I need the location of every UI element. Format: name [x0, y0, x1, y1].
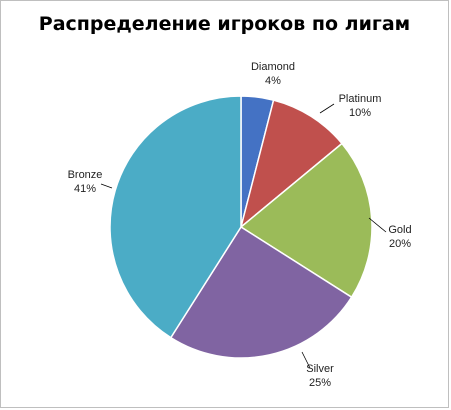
pie-slice-platinum	[239, 99, 343, 230]
slice-label-silver: Silver	[306, 363, 334, 375]
slice-value-platinum: 10%	[349, 107, 371, 119]
leader-line-silver	[301, 351, 311, 369]
slice-label-gold: Gold	[388, 224, 411, 236]
pie-slice-silver	[169, 225, 353, 359]
pie-slice-bronze	[109, 95, 242, 339]
slice-label-platinum: Platinum	[339, 93, 382, 105]
slice-value-gold: 20%	[389, 238, 411, 250]
leader-line-bronze	[100, 183, 113, 189]
slice-value-silver: 25%	[309, 377, 331, 389]
chart-title: Распределение игроков по лигам	[38, 13, 411, 35]
leader-line-gold	[368, 217, 387, 233]
slice-value-diamond: 4%	[265, 75, 281, 87]
pie-slice-gold	[239, 142, 373, 299]
leader-line-platinum	[319, 103, 335, 114]
slice-value-bronze: 41%	[74, 183, 96, 195]
slice-label-bronze: Bronze	[68, 169, 103, 181]
slice-label-diamond: Diamond	[251, 61, 295, 73]
